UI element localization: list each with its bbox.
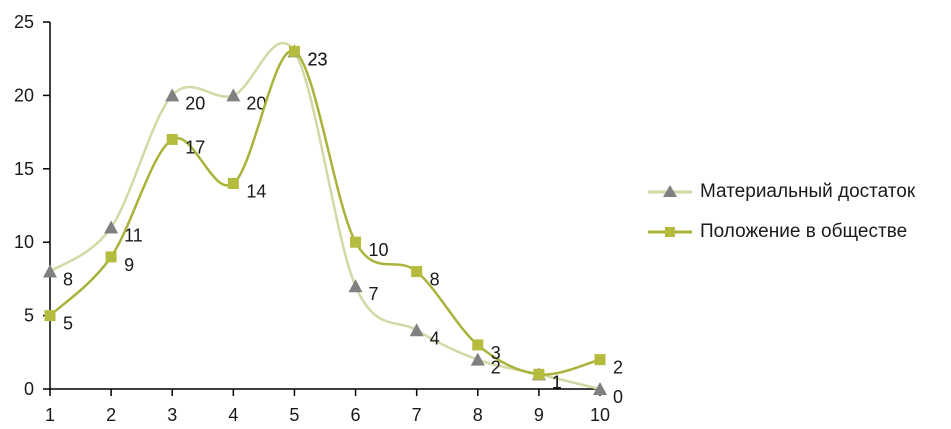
series-2-data-label: 5 <box>63 314 73 334</box>
y-tick-label: 10 <box>14 232 34 252</box>
series-1-point <box>165 88 180 102</box>
series-2: 5 9 17 14 23 10 8 3 1 2 <box>44 45 623 392</box>
series-2-point <box>166 133 178 145</box>
series-2-data-label: 14 <box>246 181 266 201</box>
series-2-point <box>44 310 56 322</box>
y-tick-label: 20 <box>14 85 34 105</box>
y-tick-label: 25 <box>14 12 34 32</box>
legend-label-series-1: Материальный достаток <box>700 181 916 202</box>
legend-item-series-1: Материальный достаток <box>648 172 915 212</box>
legend-item-series-2: Положение в обществе <box>648 212 915 252</box>
legend-label-series-2: Положение в обществе <box>700 221 908 242</box>
series-2-point <box>227 177 239 189</box>
y-tick-label: 5 <box>24 306 34 326</box>
series-2-data-label: 2 <box>613 358 623 378</box>
x-tick-label: 4 <box>228 405 238 425</box>
series-2-point <box>533 368 545 380</box>
series-2-point <box>288 45 300 57</box>
series-2-data-label: 17 <box>185 137 205 157</box>
series-2-data-label: 9 <box>124 255 134 275</box>
series-1-data-label: 11 <box>124 226 143 246</box>
x-tick-label: 7 <box>412 405 422 425</box>
legend: Материальный достаток Положение в общест… <box>648 172 915 252</box>
series-1-point <box>104 220 119 234</box>
x-tick-label: 10 <box>590 405 610 425</box>
series-1-point <box>409 323 424 337</box>
series-2-data-label: 1 <box>552 372 562 392</box>
series-1-point <box>226 88 241 102</box>
x-tick-label: 1 <box>45 405 55 425</box>
series-2-data-label: 3 <box>491 343 501 363</box>
x-tick-label: 8 <box>473 405 483 425</box>
x-tick-label: 5 <box>289 405 299 425</box>
series-1-point <box>470 352 485 366</box>
y-tick-label: 0 <box>24 379 34 399</box>
series-1-data-label: 2 <box>491 358 501 378</box>
series-1-point <box>593 382 607 395</box>
legend-square-marker-icon <box>648 227 692 237</box>
series-2-point <box>594 354 606 366</box>
series-1-data-label: 20 <box>246 93 266 113</box>
series-2-data-label: 23 <box>307 49 327 69</box>
x-tick-label: 6 <box>351 405 361 425</box>
series-2-point <box>105 251 117 263</box>
x-tick-label: 9 <box>534 405 544 425</box>
series-1-data-label: 8 <box>63 270 73 290</box>
series-1-data-label: 4 <box>430 328 440 348</box>
y-tick-label: 15 <box>14 159 34 179</box>
series-1-point <box>43 264 57 278</box>
series-1-data-label: 1 <box>552 372 562 392</box>
series-1-point <box>348 279 363 293</box>
series-1-data-label: 0 <box>613 387 623 407</box>
series-2-data-label: 10 <box>369 240 389 260</box>
series-2-point <box>472 339 484 351</box>
series-2-point <box>350 236 362 248</box>
x-tick-label: 2 <box>106 405 116 425</box>
x-tick-label: 3 <box>167 405 177 425</box>
series-2-line <box>49 50 601 376</box>
series-2-data-label: 8 <box>430 270 440 290</box>
series-1-data-label: 20 <box>185 93 205 113</box>
series-1-data-label: 7 <box>369 284 379 304</box>
series-2-point <box>411 266 423 278</box>
series-1-data-label: 23 <box>307 49 327 69</box>
legend-triangle-marker-icon <box>648 185 692 197</box>
